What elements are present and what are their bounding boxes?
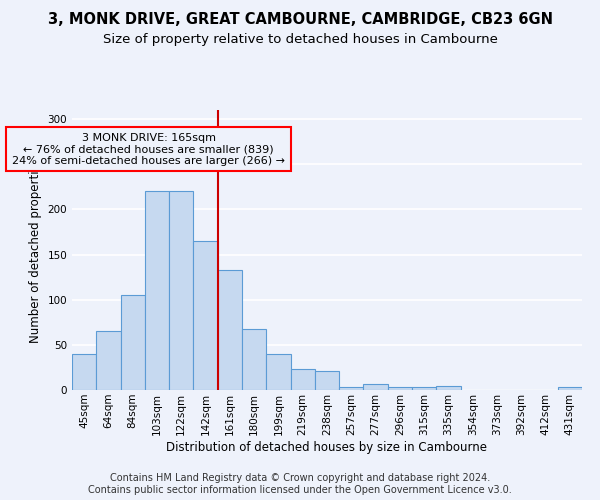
Bar [290, 369, 315, 390]
Bar [218, 270, 242, 390]
Y-axis label: Number of detached properties: Number of detached properties [29, 157, 42, 343]
Bar [388, 388, 412, 390]
Bar [364, 384, 388, 390]
Bar [242, 328, 266, 390]
Bar [412, 388, 436, 390]
Text: 3 MONK DRIVE: 165sqm
← 76% of detached houses are smaller (839)
24% of semi-deta: 3 MONK DRIVE: 165sqm ← 76% of detached h… [12, 132, 285, 166]
Bar [558, 388, 582, 390]
Bar [193, 241, 218, 390]
Bar [339, 388, 364, 390]
Bar [169, 192, 193, 390]
Bar [315, 371, 339, 390]
Text: Distribution of detached houses by size in Cambourne: Distribution of detached houses by size … [167, 441, 487, 454]
Text: Size of property relative to detached houses in Cambourne: Size of property relative to detached ho… [103, 32, 497, 46]
Bar [121, 295, 145, 390]
Bar [436, 386, 461, 390]
Bar [96, 332, 121, 390]
Bar [72, 354, 96, 390]
Bar [266, 354, 290, 390]
Bar [145, 192, 169, 390]
Text: Contains HM Land Registry data © Crown copyright and database right 2024.
Contai: Contains HM Land Registry data © Crown c… [88, 474, 512, 495]
Text: 3, MONK DRIVE, GREAT CAMBOURNE, CAMBRIDGE, CB23 6GN: 3, MONK DRIVE, GREAT CAMBOURNE, CAMBRIDG… [47, 12, 553, 28]
